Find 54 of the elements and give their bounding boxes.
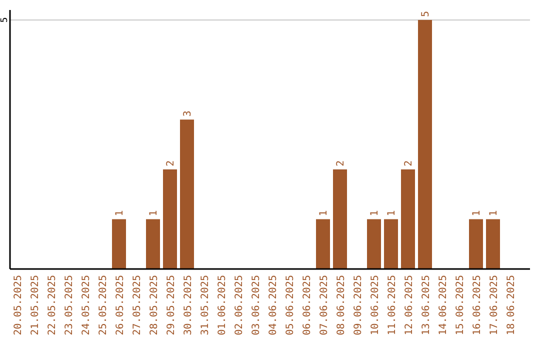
data-label: 1 bbox=[386, 210, 398, 216]
x-tick-label: 16.06.2025 bbox=[472, 275, 483, 336]
x-tick-label: 11.06.2025 bbox=[387, 275, 398, 336]
x-tick-label: 29.05.2025 bbox=[166, 275, 177, 336]
x-tick-label: 05.06.2025 bbox=[285, 275, 296, 336]
data-label: 1 bbox=[488, 210, 500, 216]
bar bbox=[180, 120, 194, 269]
bar bbox=[367, 219, 381, 269]
data-label: 1 bbox=[148, 210, 160, 216]
bar bbox=[384, 219, 398, 269]
data-label: 1 bbox=[114, 210, 126, 216]
x-tick-label: 22.05.2025 bbox=[47, 275, 58, 336]
data-label: 2 bbox=[166, 160, 176, 166]
x-tick-label: 21.05.2025 bbox=[30, 275, 41, 336]
x-tick-label: 07.06.2025 bbox=[319, 275, 330, 336]
x-tick-label: 01.06.2025 bbox=[217, 275, 228, 336]
bar bbox=[112, 219, 126, 269]
x-tick-label: 10.06.2025 bbox=[370, 275, 381, 336]
x-tick-label: 27.05.2025 bbox=[132, 275, 143, 336]
x-tick-label: 04.06.2025 bbox=[268, 275, 279, 336]
x-tick-label: 26.05.2025 bbox=[115, 275, 126, 336]
data-label: 2 bbox=[404, 160, 414, 166]
data-label: 1 bbox=[318, 210, 330, 216]
data-label: 3 bbox=[182, 110, 194, 117]
bar bbox=[163, 169, 177, 269]
x-tick-label: 28.05.2025 bbox=[149, 275, 160, 336]
bar bbox=[316, 219, 330, 269]
x-tick-label: 14.06.2025 bbox=[438, 275, 449, 336]
x-tick-label: 02.06.2025 bbox=[234, 275, 245, 336]
x-tick-label: 31.05.2025 bbox=[200, 275, 211, 336]
data-label: 2 bbox=[336, 160, 346, 166]
data-label: 1 bbox=[370, 210, 380, 216]
bar bbox=[333, 169, 347, 269]
x-tick-label: 08.06.2025 bbox=[336, 275, 347, 336]
x-tick-label: 17.06.2025 bbox=[489, 275, 500, 336]
x-tick-label: 23.05.2025 bbox=[64, 275, 75, 336]
bar bbox=[401, 169, 415, 269]
x-tick-label: 09.06.2025 bbox=[353, 275, 364, 336]
data-label: 1 bbox=[472, 210, 482, 216]
x-tick-label: 30.05.2025 bbox=[183, 275, 194, 336]
x-tick-label: 18.06.2025 bbox=[506, 275, 517, 336]
x-tick-label: 20.05.2025 bbox=[13, 275, 24, 336]
x-tick-label: 12.06.2025 bbox=[404, 275, 415, 336]
x-tick-label: 25.05.2025 bbox=[98, 275, 109, 336]
x-tick-label: 13.06.2025 bbox=[421, 275, 432, 336]
bar bbox=[469, 219, 483, 269]
bar bbox=[486, 219, 500, 269]
x-tick-label: 06.06.2025 bbox=[302, 275, 313, 336]
bar bbox=[146, 219, 160, 269]
bar bbox=[418, 20, 432, 269]
x-tick-label: 24.05.2025 bbox=[81, 275, 92, 336]
x-tick-label: 15.06.2025 bbox=[455, 275, 466, 336]
x-tick-label: 03.06.2025 bbox=[251, 275, 262, 336]
data-label: 5 bbox=[420, 10, 432, 17]
